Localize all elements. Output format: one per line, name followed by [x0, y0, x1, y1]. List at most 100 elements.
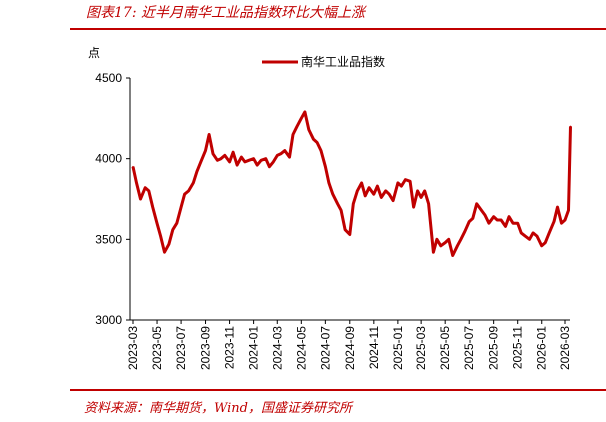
data-point — [256, 164, 259, 166]
data-point — [252, 157, 255, 160]
data-point — [132, 165, 134, 168]
data-point — [260, 159, 262, 162]
data-point — [567, 209, 570, 212]
data-point — [316, 141, 318, 144]
y-axis: 4500 4000 3500 3000 — [95, 71, 131, 327]
data-point — [276, 154, 279, 157]
x-tick-label: 2023-07 — [174, 326, 188, 370]
data-point — [528, 238, 531, 241]
data-point — [144, 186, 146, 189]
data-point — [192, 182, 195, 184]
top-rule — [70, 28, 606, 30]
data-point — [139, 198, 142, 200]
data-point — [397, 182, 399, 184]
x-tick-label: 2025-01 — [391, 326, 405, 370]
data-point — [159, 235, 162, 237]
y-tick-label: 3500 — [95, 232, 122, 246]
data-point — [532, 232, 534, 234]
data-point — [268, 165, 271, 168]
data-point — [180, 206, 182, 208]
data-point — [420, 196, 422, 199]
data-point — [324, 165, 327, 168]
data-point — [340, 209, 342, 212]
bottom-rule — [70, 389, 606, 391]
data-point — [492, 215, 495, 218]
data-point — [444, 241, 447, 244]
x-tick-label: 2025-05 — [438, 326, 452, 370]
y-tick-label: 3000 — [95, 313, 122, 327]
data-point — [553, 220, 555, 223]
data-point — [468, 220, 471, 223]
data-point — [280, 153, 282, 155]
data-point — [423, 190, 426, 192]
x-tick-label: 2025-11 — [511, 326, 525, 369]
data-point — [183, 193, 186, 195]
data-point — [380, 196, 383, 199]
source-note: 资料来源：南华期货，Wind，国盛证券研究所 — [84, 401, 352, 416]
x-tick-label: 2024-03 — [270, 326, 284, 370]
data-point — [248, 159, 250, 162]
legend-label: 南华工业品指数 — [301, 54, 385, 69]
data-point — [560, 222, 563, 224]
data-point — [212, 153, 214, 155]
data-point — [148, 190, 150, 192]
data-point — [228, 161, 231, 163]
data-point — [135, 182, 138, 184]
data-point — [232, 151, 234, 153]
data-point — [296, 125, 298, 128]
data-point — [300, 117, 303, 120]
data-point — [349, 233, 351, 236]
data-point — [496, 219, 499, 221]
data-point — [447, 238, 450, 241]
x-tick-label: 2025-07 — [462, 326, 476, 370]
data-point — [356, 190, 359, 192]
data-point — [312, 138, 315, 141]
data-point — [151, 206, 154, 208]
x-tick-label: 2023-03 — [126, 326, 140, 370]
data-point — [556, 206, 559, 208]
series-line — [131, 110, 572, 257]
data-point — [460, 238, 462, 241]
data-point — [440, 245, 442, 247]
legend: 南华工业品指数 — [262, 54, 385, 69]
data-point — [200, 161, 202, 163]
data-point — [388, 193, 391, 195]
data-point — [520, 232, 522, 234]
data-point — [364, 195, 367, 197]
data-point — [336, 203, 339, 205]
data-point — [427, 203, 430, 205]
y-axis-label: 点 — [88, 46, 100, 60]
data-point — [488, 222, 490, 224]
data-point — [524, 235, 526, 237]
data-point — [436, 238, 438, 241]
data-point — [512, 222, 514, 224]
data-point — [352, 203, 355, 205]
data-point — [472, 217, 474, 220]
x-tick-label: 2025-09 — [487, 326, 501, 370]
data-point — [328, 182, 330, 184]
data-point — [244, 161, 246, 163]
data-point — [272, 161, 275, 163]
data-point — [480, 209, 483, 212]
data-point — [484, 214, 486, 216]
data-point — [412, 206, 415, 208]
y-tick-label: 4500 — [95, 71, 122, 85]
x-tick-label: 2024-07 — [318, 326, 332, 370]
data-point — [516, 222, 519, 224]
x-tick-label: 2023-05 — [150, 326, 164, 370]
data-point — [464, 230, 466, 233]
data-point — [208, 133, 210, 136]
data-point — [368, 186, 370, 189]
data-point — [432, 251, 435, 253]
data-point — [163, 251, 166, 253]
data-point — [320, 149, 322, 152]
data-point — [392, 199, 394, 202]
data-point — [564, 219, 566, 221]
data-point — [569, 125, 572, 128]
x-tick-label: 2025-03 — [414, 326, 428, 370]
line-chart: 点 4500 4000 3500 3000 2023-03 2023-05 2023-07… — [88, 46, 572, 370]
data-point — [176, 222, 178, 224]
data-point — [240, 156, 243, 158]
data-point — [416, 190, 419, 192]
data-point — [475, 203, 478, 205]
